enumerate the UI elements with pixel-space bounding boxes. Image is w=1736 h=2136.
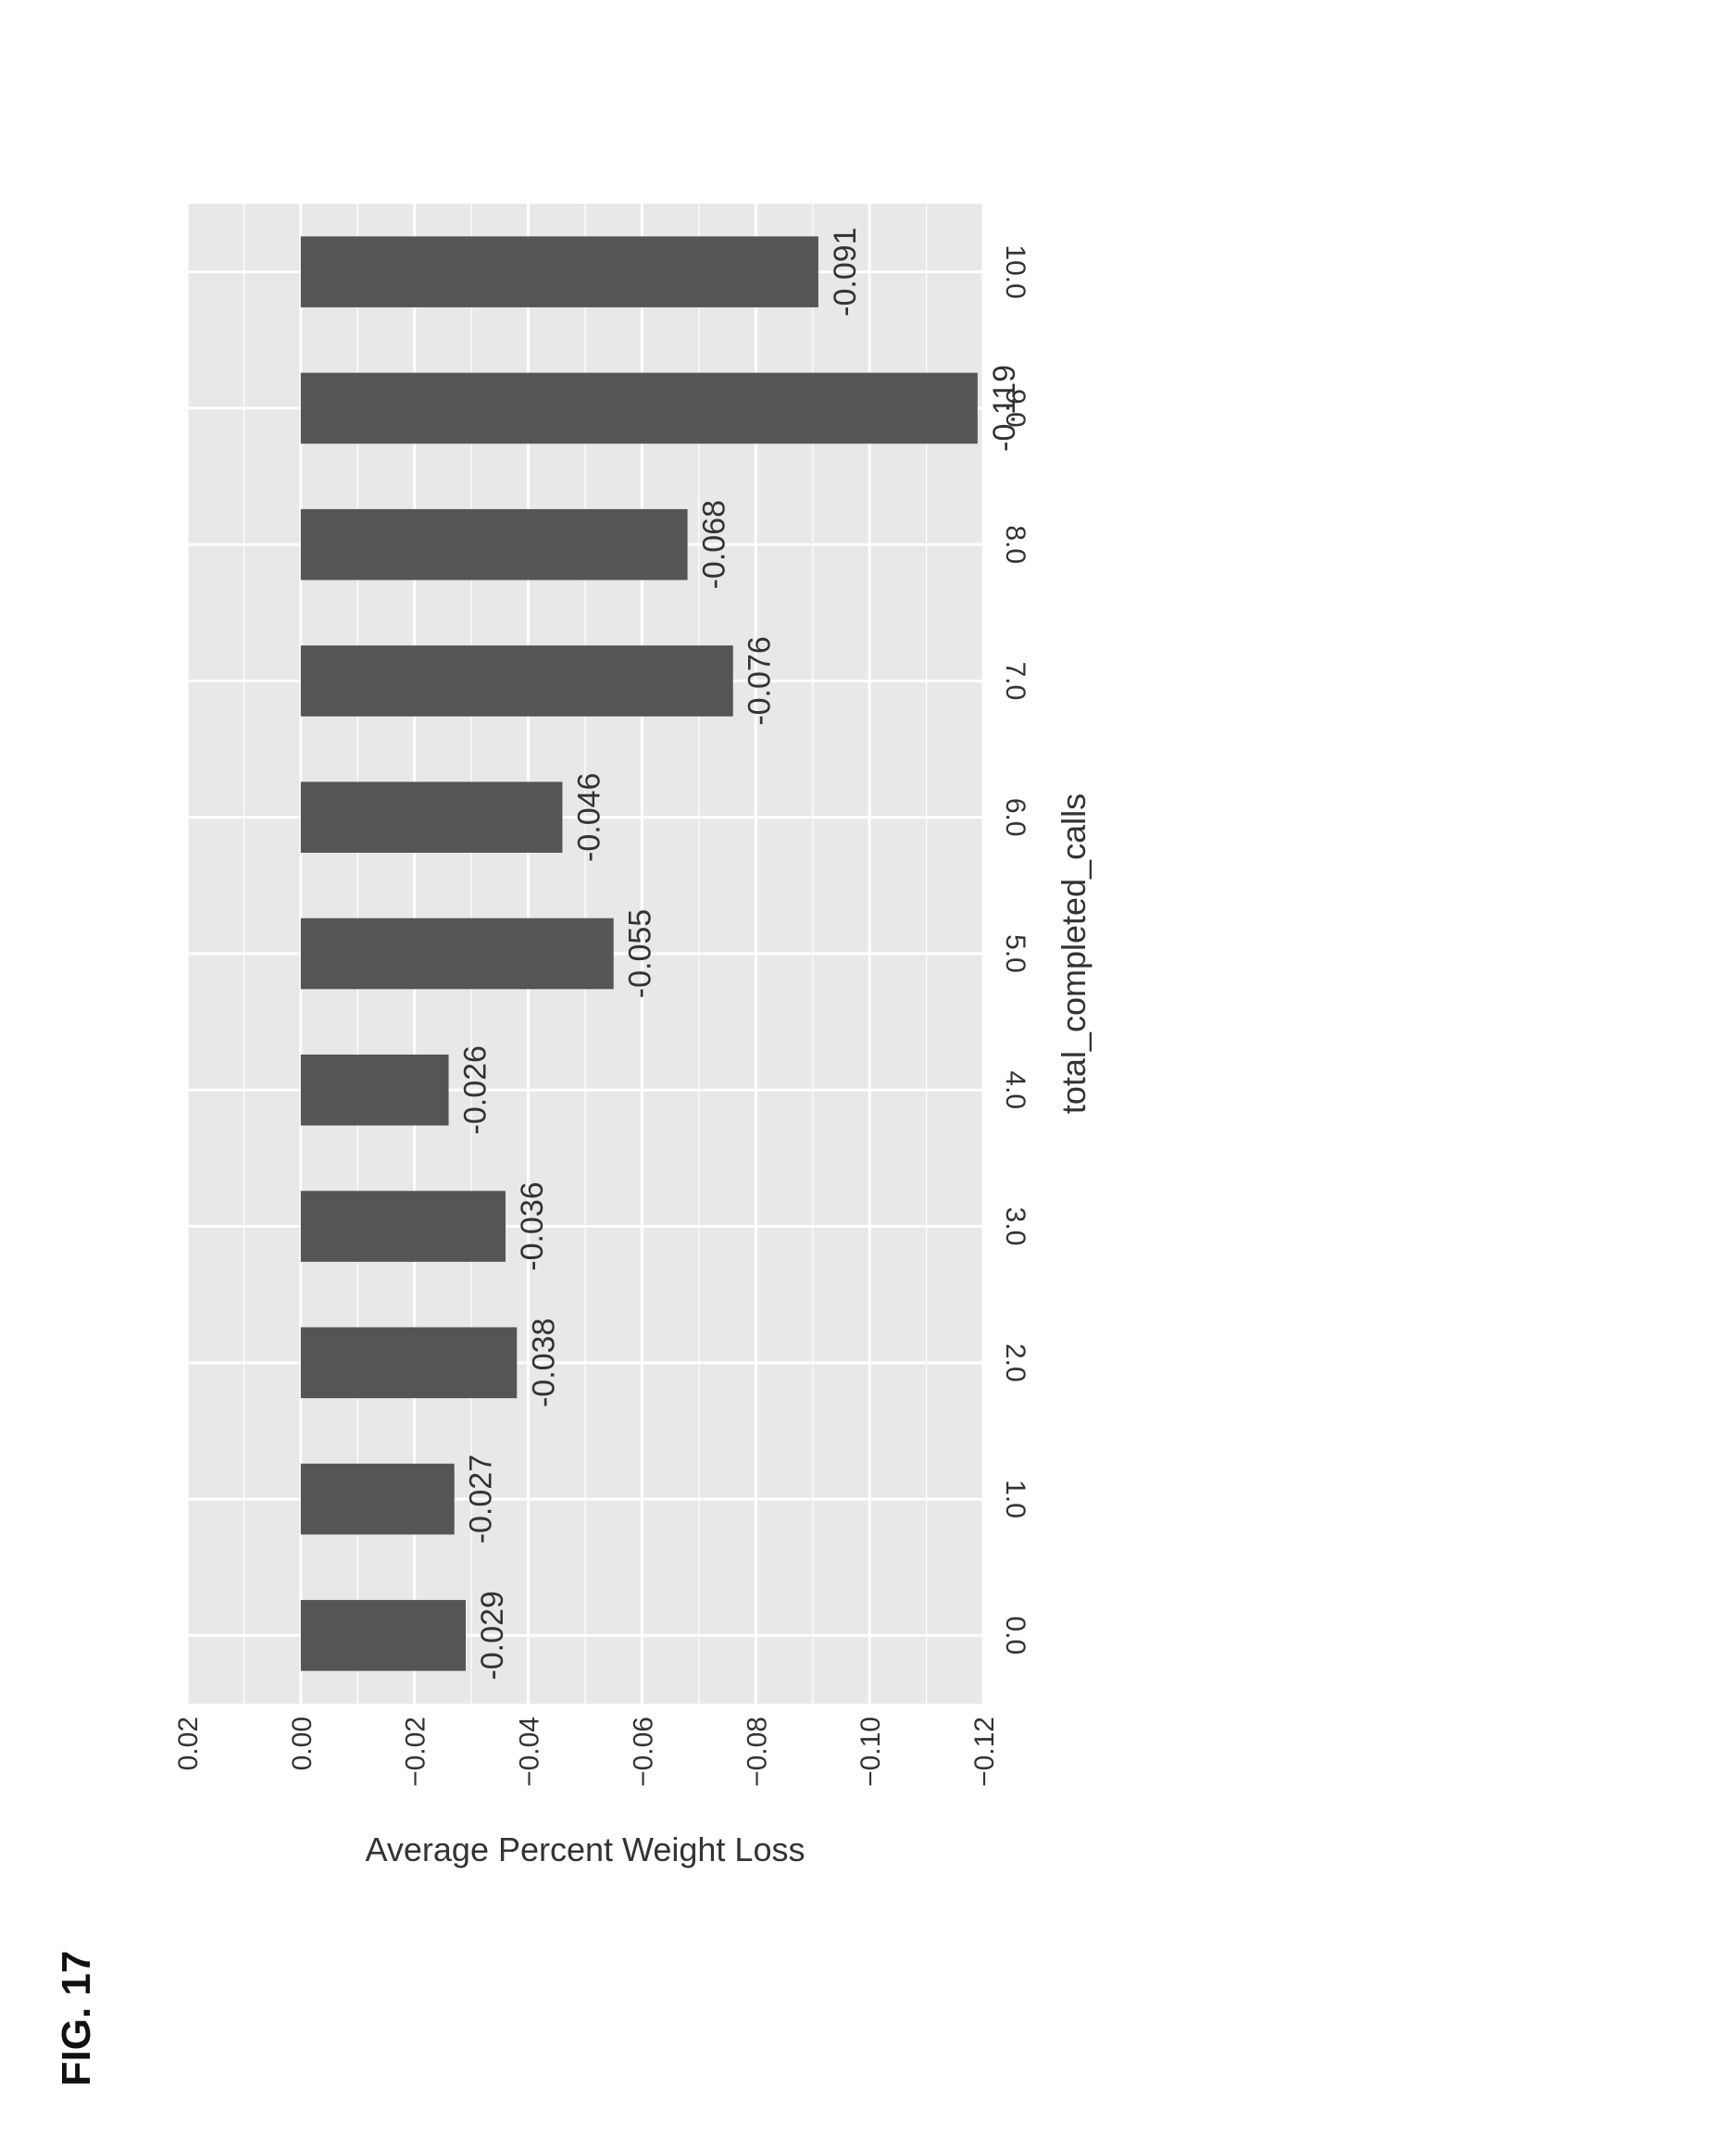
data-label: -0.026 [458, 1045, 493, 1134]
bar [300, 1054, 449, 1126]
x-tick-label: 8.0 [1000, 525, 1030, 564]
data-label: -0.055 [623, 909, 658, 998]
y-tick-label: 0.00 [287, 1717, 318, 1770]
data-label: -0.027 [464, 1455, 499, 1543]
bar [300, 1600, 466, 1671]
bar [300, 372, 978, 444]
data-label: -0.036 [515, 1181, 550, 1270]
x-tick-label: 10.0 [1000, 244, 1030, 298]
data-label: -0.119 [987, 365, 1022, 452]
x-tick-label: 7.0 [1000, 662, 1030, 701]
data-label: -0.068 [697, 500, 732, 589]
y-tick-label: −0.08 [742, 1717, 772, 1787]
x-tick-label: 5.0 [1000, 934, 1030, 973]
bar [300, 1191, 506, 1262]
data-label: -0.046 [571, 773, 606, 862]
x-axis-title: total_completed_calls [1055, 793, 1093, 1114]
x-tick-label: 6.0 [1000, 798, 1030, 837]
y-tick-label: −0.02 [401, 1717, 431, 1787]
bar [300, 918, 614, 990]
y-tick-label: −0.12 [969, 1717, 1000, 1787]
x-tick-label: 1.0 [1000, 1480, 1030, 1518]
bar [300, 508, 688, 581]
plot-area: -0.029 -0.027 -0.038 -0.036 -0.026 -0.055 -0.0… [173, 204, 1093, 1868]
bar [300, 1463, 455, 1535]
x-axis-ticks: 0.0 1.0 2.0 3.0 4.0 5.0 6.0 7.0 8.0 9.0 10.0 [1000, 244, 1030, 1655]
x-tick-label: 9.0 [1000, 389, 1030, 428]
data-labels: -0.029 -0.027 -0.038 -0.036 -0.026 -0.055 -0.0… [458, 227, 1022, 1680]
data-label: -0.029 [475, 1591, 510, 1680]
y-tick-label: 0.02 [173, 1717, 204, 1770]
data-label: -0.038 [526, 1318, 561, 1407]
bar [300, 1327, 518, 1399]
data-label: -0.091 [828, 227, 863, 316]
bar [300, 236, 818, 307]
y-tick-label: −0.10 [856, 1717, 886, 1787]
y-axis-title: Average Percent Weight Loss [366, 1830, 806, 1868]
bars [300, 236, 978, 1671]
x-tick-label: 4.0 [1000, 1070, 1030, 1109]
x-tick-label: 3.0 [1000, 1207, 1030, 1246]
bar [300, 781, 563, 854]
y-tick-label: −0.06 [628, 1717, 658, 1787]
bar [300, 645, 733, 717]
y-tick-label: −0.04 [515, 1717, 545, 1787]
data-label: -0.076 [743, 636, 778, 725]
x-tick-label: 0.0 [1000, 1617, 1030, 1655]
y-axis-ticks: 0.02 0.00 −0.02 −0.04 −0.06 −0.08 −0.10 −0.12 [173, 1717, 1000, 1787]
x-tick-label: 2.0 [1000, 1343, 1030, 1382]
